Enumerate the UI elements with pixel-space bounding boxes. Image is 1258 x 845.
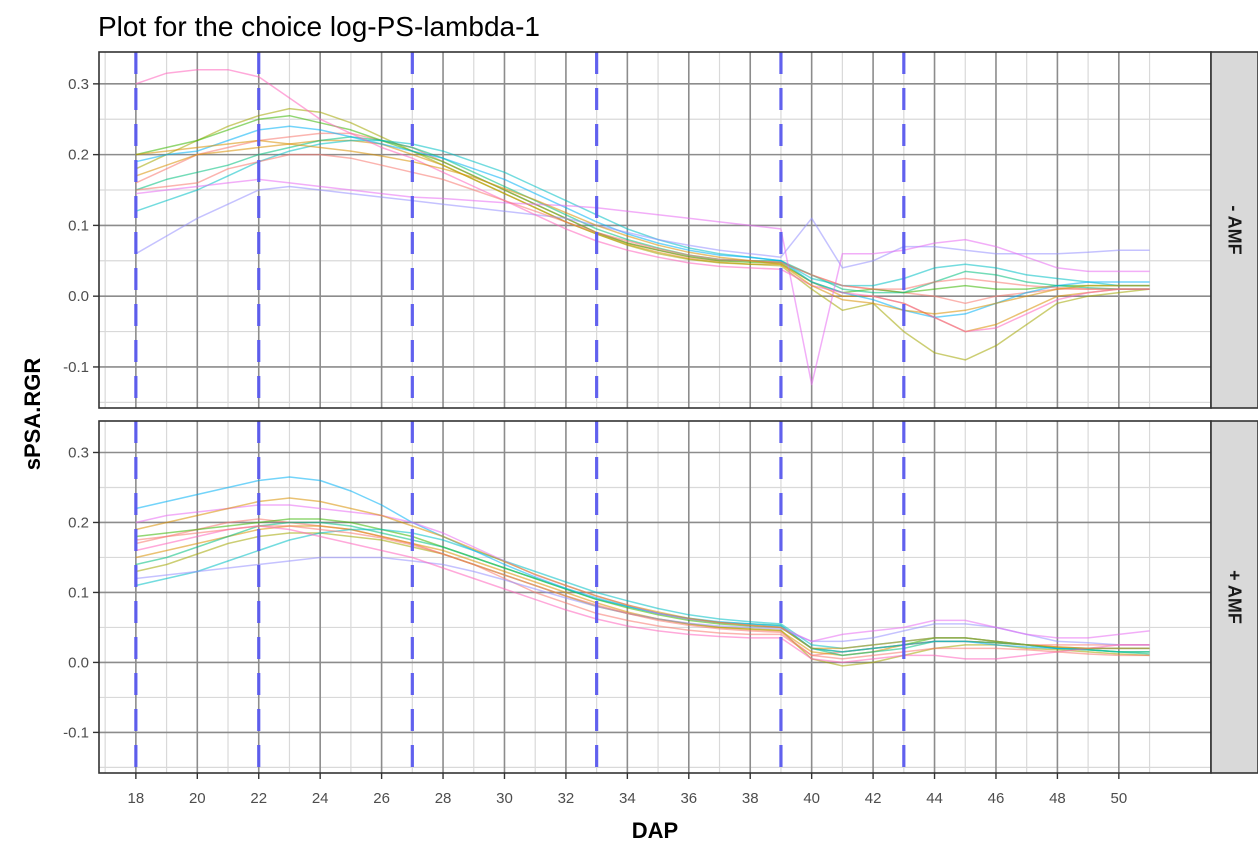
x-axis-title: DAP	[632, 818, 678, 843]
series-line	[135, 139, 1150, 315]
x-tick-label: 34	[619, 790, 636, 807]
chart-title: Plot for the choice log-PS-lambda-1	[98, 11, 540, 42]
series-line	[135, 68, 1150, 333]
y-tick-label: 0.0	[68, 288, 89, 305]
series-line	[135, 107, 1150, 361]
series-line	[135, 525, 1150, 660]
series-line	[135, 497, 1150, 650]
panel-background	[99, 421, 1211, 773]
y-tick-label: 0.0	[68, 654, 89, 671]
facet-strip-label: - AMF	[1225, 205, 1245, 254]
series-line	[135, 114, 1150, 294]
x-tick-label: 38	[742, 790, 759, 807]
series-line	[135, 139, 1150, 333]
x-tick-label: 22	[250, 790, 267, 807]
facet-strip: + AMF	[1210, 420, 1258, 774]
x-tick-label: 44	[926, 790, 943, 807]
series-line	[135, 185, 1150, 269]
x-tick-label: 46	[988, 790, 1005, 807]
y-tick-label: 0.3	[68, 76, 89, 93]
series-line	[135, 139, 1150, 287]
x-tick-label: 32	[558, 790, 575, 807]
y-tick-label: 0.2	[68, 514, 89, 531]
x-tick-label: 40	[803, 790, 820, 807]
series-line	[135, 125, 1150, 319]
series-line	[135, 136, 1150, 294]
facet-strip: - AMF	[1210, 51, 1258, 409]
y-axis-title: sPSA.RGR	[20, 358, 45, 471]
x-tick-label: 50	[1111, 790, 1128, 807]
panel-background	[99, 52, 1211, 408]
panel: -0.1 0.0 0.1 0.2 0.3 - AMF	[63, 51, 1258, 409]
y-tick-label: 0.2	[68, 147, 89, 164]
series-line	[135, 153, 1150, 290]
y-tick-label: 0.1	[68, 217, 89, 234]
x-tick-label: 20	[189, 790, 206, 807]
series-line	[135, 178, 1150, 386]
x-tick-label: 36	[680, 790, 697, 807]
y-tick-label: 0.3	[68, 444, 89, 461]
y-tick-label: -0.1	[63, 359, 89, 376]
facet-strip-background	[1210, 420, 1258, 774]
x-tick-label: 42	[865, 790, 882, 807]
x-tick-label: 30	[496, 790, 513, 807]
y-tick-label: -0.1	[63, 724, 89, 741]
series-line	[135, 525, 1150, 664]
x-tick-label: 18	[128, 790, 145, 807]
facet-strip-label: + AMF	[1225, 570, 1245, 624]
panel: -0.1 0.0 0.1 0.2 0.3 + AMF	[63, 420, 1258, 774]
facet-strip-background	[1210, 51, 1258, 409]
x-tick-label: 28	[435, 790, 452, 807]
x-tick-label: 24	[312, 790, 329, 807]
y-tick-label: 0.1	[68, 584, 89, 601]
x-tick-label: 48	[1049, 790, 1066, 807]
panels: -0.1 0.0 0.1 0.2 0.3 - AMF -0.1 0.0 0.1 0.2 0.3 + A…	[63, 51, 1258, 774]
x-tick-label: 26	[373, 790, 390, 807]
x-axis: 18 20 22 24 26 28 30 32 34 36 38 40 42 44 46 48 50	[128, 773, 1128, 807]
